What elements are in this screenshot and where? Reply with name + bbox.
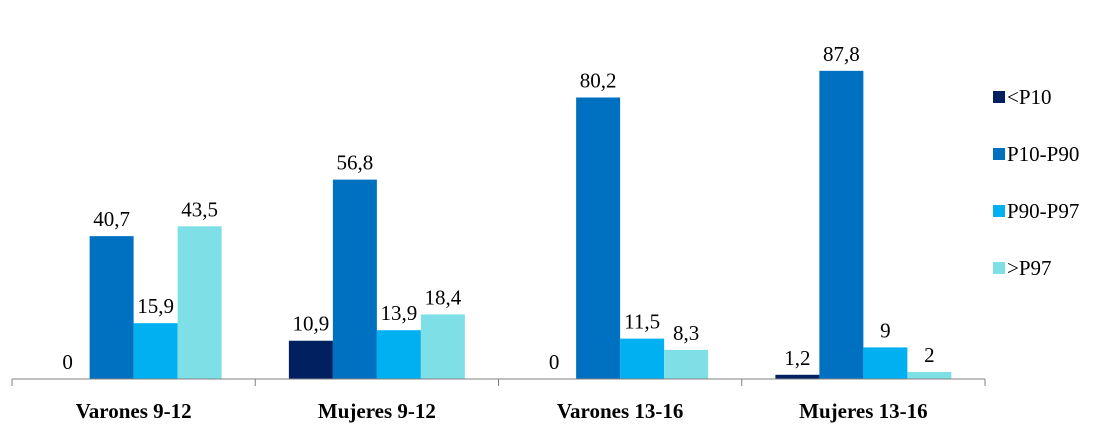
data-label: 13,9	[381, 301, 418, 325]
category-label: Mujeres 13-16	[799, 399, 928, 423]
legend-label: P90-P97	[1007, 199, 1079, 223]
bar	[332, 179, 377, 379]
category-labels: Varones 9-12 Mujeres 9-12 Varones 13-16 Muj…	[76, 399, 928, 423]
data-label: 1,2	[784, 346, 810, 370]
bar	[819, 70, 864, 380]
bar	[376, 330, 421, 379]
category-label: Varones 9-12	[76, 399, 192, 423]
category-label: Mujeres 9-12	[318, 399, 436, 423]
data-label: 2	[924, 343, 935, 367]
bar	[863, 347, 908, 379]
legend-label: <P10	[1007, 85, 1052, 109]
x-axis	[11, 378, 986, 386]
data-label: 11,5	[624, 310, 660, 334]
data-label: 9	[880, 318, 891, 342]
legend: <P10 P10-P90 P90-P97 >P97	[993, 85, 1079, 280]
legend-label: >P97	[1007, 256, 1052, 280]
bars	[89, 70, 952, 380]
legend-swatch	[993, 205, 1005, 217]
bar	[620, 338, 665, 379]
data-label: 80,2	[580, 68, 617, 92]
bar	[664, 349, 709, 379]
legend-label: P10-P90	[1007, 142, 1079, 166]
data-label: 43,5	[181, 197, 218, 221]
data-label: 18,4	[425, 285, 462, 309]
bar	[775, 374, 820, 379]
data-label: 8,3	[673, 321, 699, 345]
data-label: 87,8	[823, 42, 860, 66]
bar	[288, 340, 333, 379]
legend-swatch	[993, 262, 1005, 274]
bar	[420, 314, 465, 379]
category-label: Varones 13-16	[557, 399, 684, 423]
data-label: 40,7	[93, 207, 130, 231]
value-labels: 0 40,7 15,9 43,5 10,9 56,8 13,9 18,4 0 80,2 11,5 8,…	[62, 42, 934, 374]
bar	[177, 226, 222, 379]
data-label: 56,8	[337, 151, 374, 175]
bar	[907, 371, 952, 379]
bar	[133, 323, 178, 379]
data-label: 10,9	[293, 312, 330, 336]
bar	[576, 97, 621, 380]
legend-swatch	[993, 148, 1005, 160]
bar	[89, 236, 134, 379]
legend-swatch	[993, 91, 1005, 103]
data-label: 15,9	[137, 294, 174, 318]
data-label: 0	[549, 350, 560, 374]
data-label: 0	[62, 350, 73, 374]
